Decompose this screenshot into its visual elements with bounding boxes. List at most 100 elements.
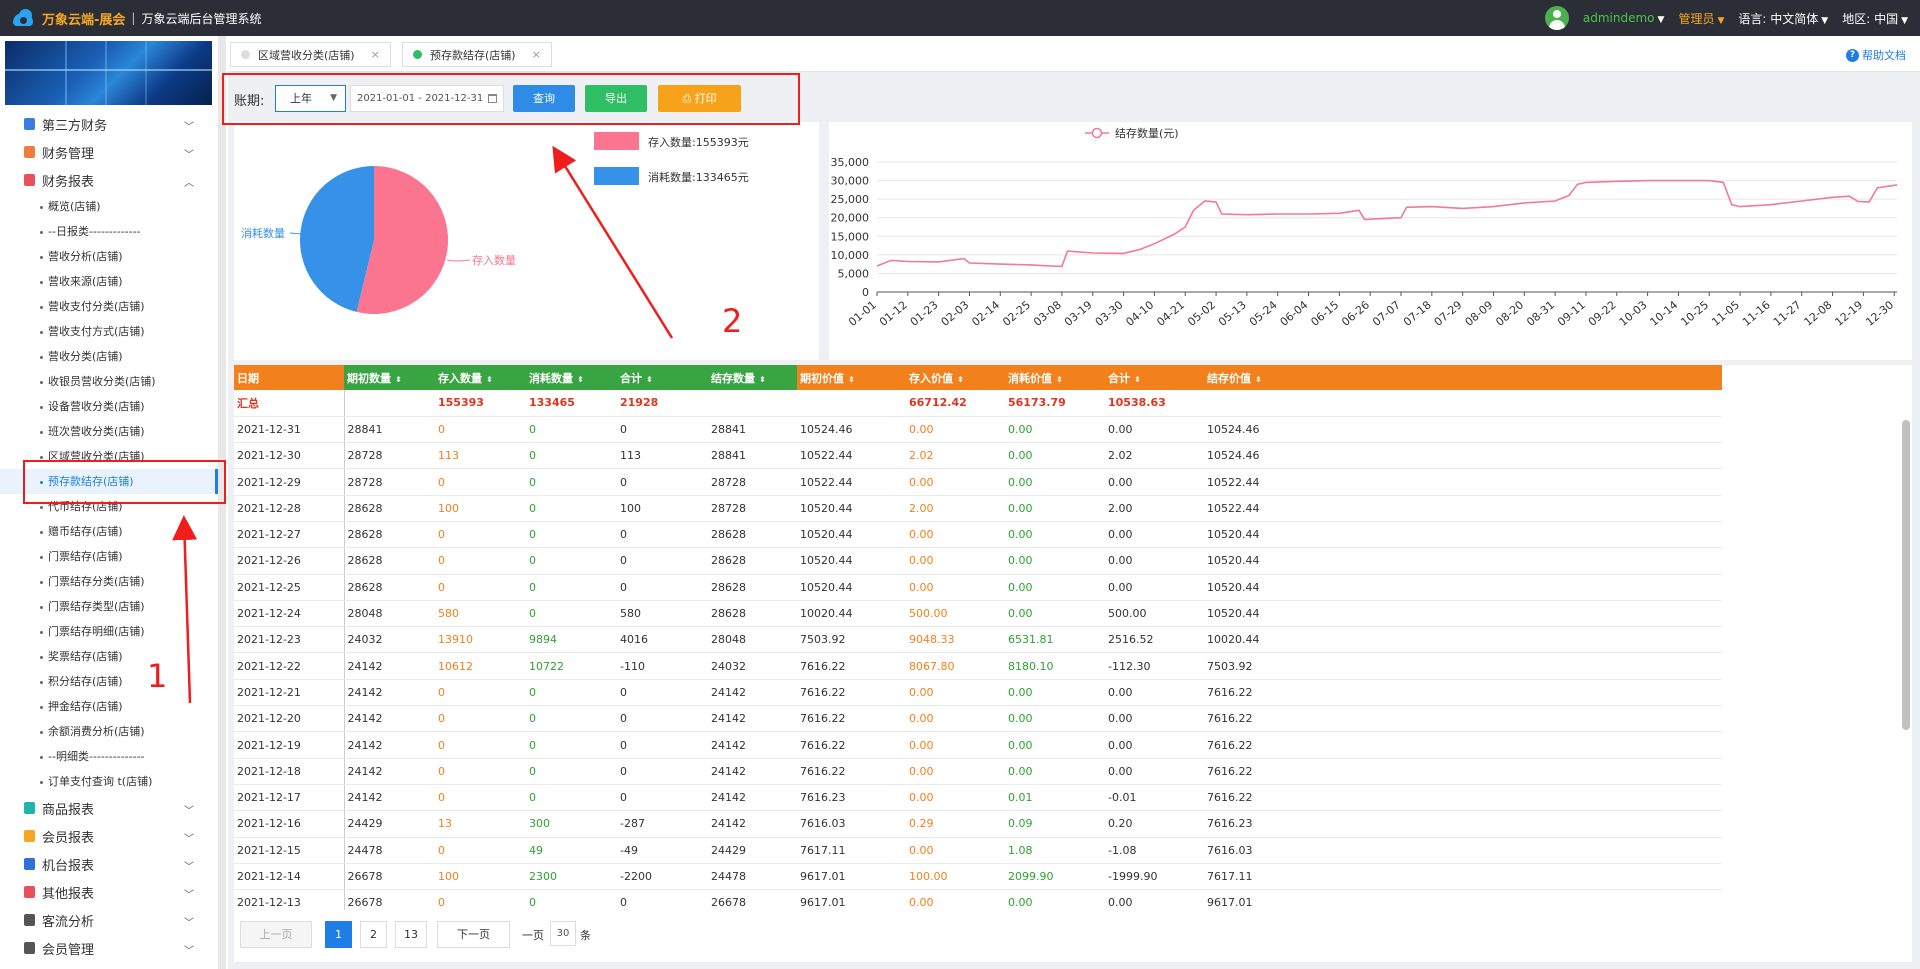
sidebar-group-groups_bottom-4[interactable]: 客流分析 ﹀ [0,906,218,934]
prev-page-button[interactable]: 上一页 [240,921,312,948]
tab-prepaid-balance[interactable]: 预存款结存(店铺) × [402,42,552,67]
page-13-button[interactable]: 13 [395,921,427,948]
sidebar-subitem[interactable]: 奖票结存(店铺) [0,644,218,669]
tab-area-revenue[interactable]: 区域营收分类(店铺) × [230,42,391,67]
sort-icon[interactable]: ⬍ [395,374,402,384]
table-cell: 0 [617,521,708,549]
sidebar-subitem[interactable]: --明细类-------------- [0,744,218,769]
sort-icon[interactable]: ⬍ [646,374,653,384]
column-header[interactable]: 合计 ⬍ [617,365,708,390]
sidebar-group-groups_bottom-5[interactable]: 会员管理 ﹀ [0,934,218,962]
page-1-button[interactable]: 1 [325,921,352,948]
sidebar-subitem-label: 门票结存类型(店铺) [48,600,145,613]
print-button[interactable]: ⎙ 打印 [658,85,741,112]
sidebar-subitem[interactable]: 营收分类(店铺) [0,344,218,369]
sidebar-group-groups_top-0[interactable]: 第三方财务 ﹀ [0,110,218,138]
sidebar-group-label: 会员报表 [42,830,95,846]
query-button[interactable]: 查询 [513,85,575,112]
legend-swatch-out[interactable] [594,167,639,185]
sidebar-group-groups_top-2[interactable]: 财务报表 ︿ [0,166,218,194]
legend-swatch-in[interactable] [594,132,639,150]
table-cell: 21928 [617,390,708,417]
user-menu[interactable]: admindemo ▼ [1583,11,1665,25]
sidebar-subitem[interactable]: 订单支付查询 t(店铺) [0,769,218,794]
bullet-icon [40,230,43,234]
close-icon[interactable]: × [531,48,541,61]
table-cell: 0.00 [906,889,1005,910]
sidebar-subitem[interactable]: 营收分析(店铺) [0,244,218,269]
chevron-down-icon: ﹀ [184,150,194,161]
sort-icon[interactable]: ⬍ [1255,374,1262,384]
date-range-input[interactable]: 2021-01-01 - 2021-12-31 [350,85,504,112]
sidebar-subitem[interactable]: 押金结存(店铺) [0,694,218,719]
table-cell: 0 [617,784,708,812]
sidebar-group-groups_bottom-0[interactable]: 商品报表 ﹀ [0,794,218,822]
sidebar-subitem[interactable]: 赠币结存(店铺) [0,519,218,544]
sidebar-subitem[interactable]: 收银员营收分类(店铺) [0,369,218,394]
sort-icon[interactable]: ⬍ [486,374,493,384]
user-avatar[interactable] [1544,6,1569,30]
sort-icon[interactable]: ⬍ [1134,374,1141,384]
table-cell: 0.00 [1005,442,1105,470]
sidebar-subitem[interactable]: 积分结存(店铺) [0,669,218,694]
period-select[interactable]: 上年 ▼ [275,85,346,112]
region-menu[interactable]: 地区: 中国 ▼ [1842,10,1908,27]
x-tick-label: 10-14 [1648,298,1681,329]
table-scrollbar[interactable] [1902,420,1910,730]
sidebar-subitem[interactable]: 门票结存分类(店铺) [0,569,218,594]
column-header[interactable]: 日期 [234,365,344,390]
sidebar-subitem[interactable]: --日报类------------- [0,219,218,244]
sidebar-subitem[interactable]: 概览(店铺) [0,194,218,219]
sidebar-subitem[interactable]: 门票结存(店铺) [0,544,218,569]
sidebar-subitem[interactable]: 预存款结存(店铺) [0,469,218,494]
table-cell: 0.00 [1005,705,1105,733]
line-legend-marker[interactable] [1091,127,1103,139]
help-link[interactable]: ? 帮助文档 [1846,47,1906,63]
column-header[interactable]: 消耗价值 ⬍ [1005,365,1105,390]
role-menu[interactable]: 管理员 ▼ [1678,10,1724,27]
column-header[interactable]: 存入数量 ⬍ [435,365,526,390]
column-header[interactable]: 消耗数量 ⬍ [526,365,617,390]
column-header[interactable]: 结存数量 ⬍ [708,365,797,390]
series-line-balance[interactable] [876,179,1898,268]
sidebar-group-groups_bottom-2[interactable]: 机台报表 ﹀ [0,850,218,878]
sidebar-subitem[interactable]: 班次营收分类(店铺) [0,419,218,444]
sidebar-group-groups_bottom-1[interactable]: 会员报表 ﹀ [0,822,218,850]
sidebar-subitem[interactable]: 门票结存明细(店铺) [0,619,218,644]
column-header[interactable]: 存入价值 ⬍ [906,365,1005,390]
sidebar-subitem[interactable]: 营收支付分类(店铺) [0,294,218,319]
chevron-down-icon: ▼ [1717,15,1725,26]
sort-icon[interactable]: ⬍ [759,374,766,384]
sort-icon[interactable]: ⬍ [577,374,584,384]
column-header[interactable]: 期初数量 ⬍ [344,365,435,390]
help-icon: ? [1846,48,1859,62]
close-icon[interactable]: × [370,48,380,61]
pie-slice-in[interactable] [356,166,448,314]
sidebar-subitem[interactable]: 营收来源(店铺) [0,269,218,294]
sort-icon[interactable]: ⬍ [957,374,964,384]
sidebar-subitem[interactable]: 门票结存类型(店铺) [0,594,218,619]
sidebar-group-groups_top-1[interactable]: 财务管理 ﹀ [0,138,218,166]
column-header[interactable]: 期初价值 ⬍ [797,365,906,390]
column-header[interactable]: 结存价值 ⬍ [1204,365,1722,390]
table-cell: 0.00 [1105,731,1204,759]
tabs-bar: 区域营收分类(店铺) × 预存款结存(店铺) × ? 帮助文档 [228,36,1920,72]
table-cell: 0 [526,574,617,601]
y-tick-label: 35,000 [831,156,870,169]
language-menu[interactable]: 语言: 中文简体 ▼ [1738,10,1828,27]
sidebar-group-label: 会员管理 [42,942,95,958]
sidebar-subitem[interactable]: 区域营收分类(店铺) [0,444,218,469]
pie-slice-out[interactable] [299,166,374,312]
sidebar-group-groups_bottom-3[interactable]: 其他报表 ﹀ [0,878,218,906]
sidebar-subitem[interactable]: 营收支付方式(店铺) [0,319,218,344]
sidebar-subitem[interactable]: 设备营收分类(店铺) [0,394,218,419]
page-size-input[interactable]: 30 [550,921,576,946]
sidebar-subitem[interactable]: 余额消费分析(店铺) [0,719,218,744]
table-cell: 100.00 [906,863,1005,891]
export-button[interactable]: 导出 [585,85,647,112]
sort-icon[interactable]: ⬍ [1056,374,1063,384]
sort-icon[interactable]: ⬍ [848,374,855,384]
column-header[interactable]: 合计 ⬍ [1105,365,1204,390]
next-page-button[interactable]: 下一页 [437,921,510,948]
page-2-button[interactable]: 2 [360,921,387,948]
